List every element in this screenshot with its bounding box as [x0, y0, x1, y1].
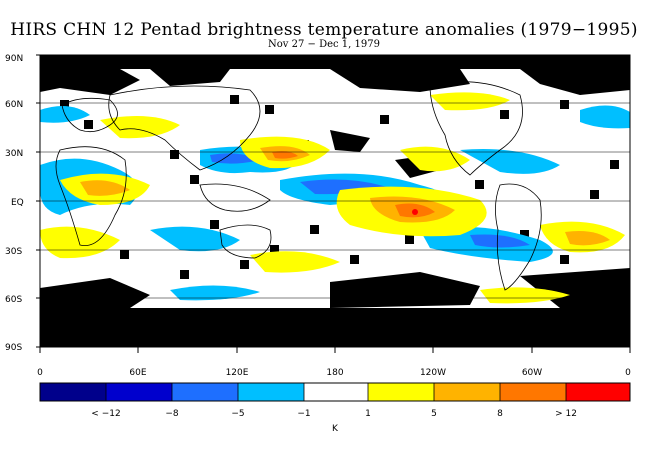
lat-label-30n: 30N — [5, 149, 23, 159]
colorbar-swatch-8 — [500, 383, 566, 401]
colorbar-label-8: > 12 — [555, 409, 577, 419]
lat-label-30s: 30S — [5, 247, 22, 257]
colorbar-label-1: < −12 — [91, 409, 120, 419]
colorbar-swatch-7 — [434, 383, 500, 401]
lon-label-60e: 60E — [129, 368, 146, 378]
extreme-warm-spot — [412, 209, 418, 215]
lat-label-60s: 60S — [5, 295, 22, 305]
colorbar-swatch-6 — [368, 383, 434, 401]
lon-axis: 0 60E 120E 180 120W 60W 0 — [37, 347, 631, 378]
colorbar-swatch-2 — [106, 383, 172, 401]
grid-lines — [40, 102, 630, 299]
continent-outlines — [55, 81, 542, 291]
colorbar-label-3: −5 — [231, 409, 244, 419]
colorbar-swatch-4 — [238, 383, 304, 401]
lat-label-90s: 90S — [5, 343, 22, 353]
colorbar: < −12 −8 −5 −1 1 5 8 > 12 K — [39, 382, 631, 434]
lon-label-120e: 120E — [226, 368, 249, 378]
colorbar-unit: K — [332, 424, 339, 434]
lat-label-60n: 60N — [5, 100, 23, 110]
map-title: HIRS CHN 12 Pentad brightness temperatur… — [10, 20, 638, 40]
lat-axis: 90N 60N 30N EQ 30S 60S 90S — [5, 54, 40, 353]
colorbar-swatch-5 — [304, 383, 368, 401]
colorbar-label-2: −8 — [165, 409, 179, 419]
lon-label-120w: 120W — [420, 368, 446, 378]
colorbar-swatch-9 — [566, 383, 630, 401]
colorbar-frame — [39, 382, 631, 402]
colorbar-label-7: 8 — [497, 409, 503, 419]
moderate-warm-regions — [80, 146, 610, 246]
colorbar-label-6: 5 — [431, 409, 437, 419]
lon-label-180: 180 — [326, 368, 343, 378]
lon-label-0: 0 — [37, 368, 43, 378]
no-data-region — [40, 55, 630, 347]
lon-label-0-east: 0 — [625, 368, 631, 378]
colorbar-label-4: −1 — [297, 409, 310, 419]
colorbar-swatch-3 — [172, 383, 238, 401]
colorbar-label-5: 1 — [365, 409, 371, 419]
map-subtitle: Nov 27 − Dec 1, 1979 — [268, 39, 380, 50]
map-field — [40, 55, 630, 347]
colorbar-swatch-1 — [40, 383, 106, 401]
lat-label-eq: EQ — [11, 198, 24, 208]
lat-label-90n: 90N — [5, 54, 23, 64]
lon-label-60w: 60W — [522, 368, 542, 378]
